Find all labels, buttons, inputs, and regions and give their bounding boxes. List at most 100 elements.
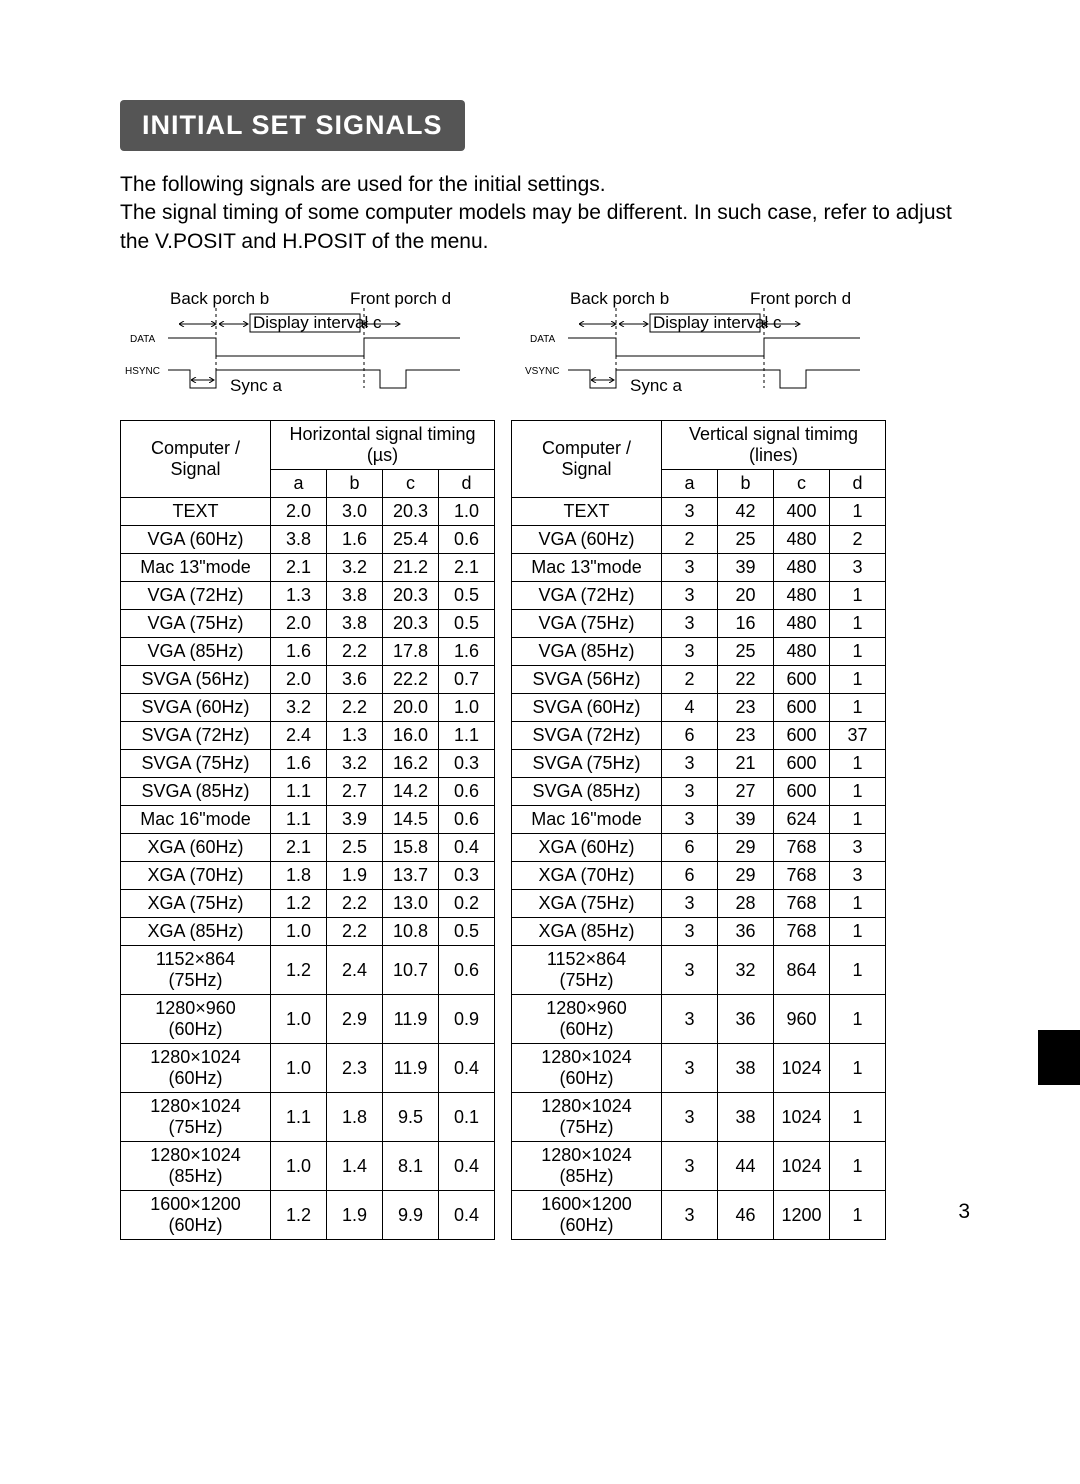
value-cell: 0.1: [439, 1093, 495, 1142]
table-row: SVGA (60Hz)4236001: [512, 694, 886, 722]
value-cell: 20: [718, 582, 774, 610]
table-row: 1600×1200 (60Hz)34612001: [512, 1191, 886, 1240]
value-cell: 600: [774, 778, 830, 806]
value-cell: 38: [718, 1093, 774, 1142]
sub-header: d: [439, 470, 495, 498]
value-cell: 9.9: [383, 1191, 439, 1240]
value-cell: 1.9: [327, 862, 383, 890]
value-cell: 1: [830, 946, 886, 995]
signal-name: 1152×864 (75Hz): [121, 946, 271, 995]
value-cell: 1: [830, 995, 886, 1044]
value-cell: 768: [774, 834, 830, 862]
sub-header: a: [662, 470, 718, 498]
value-cell: 400: [774, 498, 830, 526]
table-row: TEXT3424001: [512, 498, 886, 526]
table-row: VGA (85Hz)1.62.217.81.6: [121, 638, 495, 666]
value-cell: 0.5: [439, 918, 495, 946]
table-row: SVGA (85Hz)1.12.714.20.6: [121, 778, 495, 806]
value-cell: 1024: [774, 1044, 830, 1093]
value-cell: 0.4: [439, 1191, 495, 1240]
sync-label: Sync a: [630, 376, 683, 395]
value-cell: 2.2: [327, 918, 383, 946]
value-cell: 3: [830, 554, 886, 582]
value-cell: 1.3: [327, 722, 383, 750]
value-cell: 2.1: [439, 554, 495, 582]
value-cell: 2.2: [327, 890, 383, 918]
signal-name: XGA (70Hz): [121, 862, 271, 890]
value-cell: 13.0: [383, 890, 439, 918]
data-label: DATA: [530, 334, 556, 345]
table-row: Mac 16"mode1.13.914.50.6: [121, 806, 495, 834]
value-cell: 42: [718, 498, 774, 526]
table-row: VGA (72Hz)1.33.820.30.5: [121, 582, 495, 610]
table-row: VGA (85Hz)3254801: [512, 638, 886, 666]
display-interval-label: Display interval c: [253, 313, 382, 332]
table-row: 1280×1024 (85Hz)1.01.48.10.4: [121, 1142, 495, 1191]
value-cell: 29: [718, 834, 774, 862]
value-cell: 480: [774, 638, 830, 666]
value-cell: 3: [662, 554, 718, 582]
sub-header: c: [774, 470, 830, 498]
intro-line2: The signal timing of some computer model…: [120, 199, 970, 256]
value-cell: 3: [662, 1093, 718, 1142]
value-cell: 25.4: [383, 526, 439, 554]
value-cell: 3: [662, 806, 718, 834]
value-cell: 2.4: [271, 722, 327, 750]
value-cell: 21.2: [383, 554, 439, 582]
value-cell: 2.0: [271, 498, 327, 526]
data-label: DATA: [130, 334, 156, 345]
value-cell: 44: [718, 1142, 774, 1191]
value-cell: 22.2: [383, 666, 439, 694]
value-cell: 1.1: [439, 722, 495, 750]
signal-name: VGA (72Hz): [121, 582, 271, 610]
signal-name: XGA (75Hz): [512, 890, 662, 918]
value-cell: 20.3: [383, 582, 439, 610]
value-cell: 20.3: [383, 610, 439, 638]
value-cell: 1.6: [271, 638, 327, 666]
table-row: SVGA (56Hz)2226001: [512, 666, 886, 694]
signal-name: TEXT: [121, 498, 271, 526]
value-cell: 4: [662, 694, 718, 722]
value-cell: 28: [718, 890, 774, 918]
sub-header: b: [327, 470, 383, 498]
table-row: 1280×1024 (60Hz)1.02.311.90.4: [121, 1044, 495, 1093]
value-cell: 1.0: [439, 498, 495, 526]
value-cell: 1.8: [271, 862, 327, 890]
signal-name: SVGA (85Hz): [512, 778, 662, 806]
signal-header: Computer /Signal: [512, 421, 662, 498]
value-cell: 1.2: [271, 890, 327, 918]
signal-name: SVGA (56Hz): [512, 666, 662, 694]
value-cell: 2: [662, 666, 718, 694]
value-cell: 3: [662, 778, 718, 806]
value-cell: 0.6: [439, 806, 495, 834]
display-interval-label: Display interval c: [653, 313, 782, 332]
table-row: TEXT2.03.020.31.0: [121, 498, 495, 526]
value-cell: 624: [774, 806, 830, 834]
intro-text: The following signals are used for the i…: [120, 171, 970, 256]
value-cell: 1.6: [439, 638, 495, 666]
value-cell: 480: [774, 554, 830, 582]
vsync-diagram: Back porch b Front porch d Display inter…: [520, 286, 890, 406]
sub-header: c: [383, 470, 439, 498]
value-cell: 3.9: [327, 806, 383, 834]
signal-name: VGA (60Hz): [512, 526, 662, 554]
value-cell: 0.3: [439, 750, 495, 778]
signal-name: 1280×1024 (75Hz): [121, 1093, 271, 1142]
value-cell: 23: [718, 722, 774, 750]
table-row: XGA (70Hz)6297683: [512, 862, 886, 890]
table-row: XGA (60Hz)2.12.515.80.4: [121, 834, 495, 862]
table-row: 1152×864 (75Hz)3328641: [512, 946, 886, 995]
value-cell: 2.0: [271, 666, 327, 694]
main-header: Vertical signal timimg (lines): [662, 421, 886, 470]
vertical-timing-table: Computer /SignalVertical signal timimg (…: [511, 420, 886, 1240]
signal-name: VGA (85Hz): [121, 638, 271, 666]
signal-name: Mac 13"mode: [121, 554, 271, 582]
sub-header: a: [271, 470, 327, 498]
signal-name: VGA (75Hz): [512, 610, 662, 638]
front-porch-label: Front porch d: [750, 289, 851, 308]
table-row: 1280×1024 (75Hz)33810241: [512, 1093, 886, 1142]
value-cell: 0.6: [439, 526, 495, 554]
value-cell: 3.8: [271, 526, 327, 554]
sub-header: d: [830, 470, 886, 498]
value-cell: 3: [662, 946, 718, 995]
